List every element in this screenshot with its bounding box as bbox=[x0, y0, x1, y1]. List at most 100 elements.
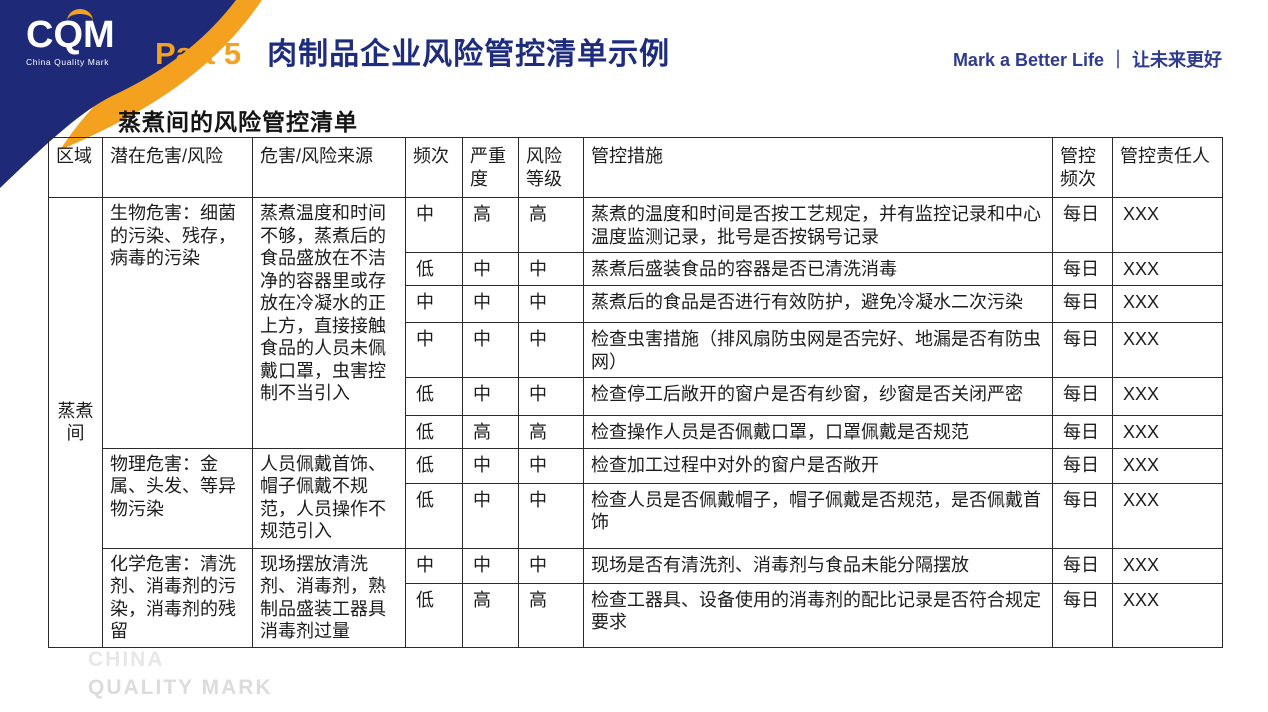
check-freq-cell: 每日 bbox=[1052, 322, 1113, 378]
severity-cell: 中 bbox=[462, 322, 519, 378]
severity-cell: 高 bbox=[462, 582, 519, 648]
severity-cell: 中 bbox=[462, 547, 519, 584]
risk-cell: 中 bbox=[518, 447, 584, 484]
risk-cell: 中 bbox=[518, 252, 584, 286]
owner-cell: XXX bbox=[1112, 322, 1223, 378]
header-owner: 管控责任人 bbox=[1112, 137, 1223, 198]
table-row: 低 高 高 检查操作人员是否佩戴口罩，口罩佩戴是否规范 每日 XXX bbox=[49, 415, 1223, 449]
measure-cell: 检查工器具、设备使用的消毒剂的配比记录是否符合规定要求 bbox=[583, 582, 1053, 648]
brand-slogan: Mark a Better Life ｜ 让未来更好 bbox=[952, 50, 1222, 70]
owner-cell: XXX bbox=[1112, 482, 1223, 549]
source-cell: 蒸煮温度和时间不够，蒸煮后的食品盛放在不洁净的容器里或存放在冷凝水的正上方，直接… bbox=[252, 197, 406, 449]
owner-cell: XXX bbox=[1112, 197, 1223, 253]
risk-table-container: 区域 潜在危害/风险 危害/风险来源 频次 严重度 风险等级 管控措施 管控频次… bbox=[48, 137, 1223, 648]
blue-corner-shape bbox=[0, 0, 236, 188]
freq-cell: 低 bbox=[405, 582, 463, 648]
owner-cell: XXX bbox=[1112, 447, 1223, 484]
logo-wordmark: CQM bbox=[26, 9, 156, 56]
risk-cell: 中 bbox=[518, 482, 584, 549]
header-measures: 管控措施 bbox=[583, 137, 1053, 198]
header-severity: 严重度 bbox=[462, 137, 519, 198]
table-header-row: 区域 潜在危害/风险 危害/风险来源 频次 严重度 风险等级 管控措施 管控频次… bbox=[48, 137, 1223, 198]
measure-cell: 现场是否有清洗剂、消毒剂与食品未能分隔摆放 bbox=[583, 547, 1053, 584]
freq-cell: 低 bbox=[405, 447, 463, 484]
table-row: 低 中 中 检查停工后敞开的窗户是否有纱窗，纱窗是否关闭严密 每日 XXX bbox=[49, 377, 1223, 416]
severity-cell: 中 bbox=[462, 252, 519, 286]
freq-cell: 中 bbox=[405, 547, 463, 584]
measure-cell: 蒸煮的温度和时间是否按工艺规定，并有监控记录和中心温度监测记录，批号是否按锅号记… bbox=[583, 197, 1053, 253]
watermark-line2: QUALITY MARK bbox=[88, 676, 273, 700]
area-cell: 蒸煮间 bbox=[48, 197, 103, 648]
watermark-line1: CHINA bbox=[88, 648, 165, 671]
header-risk-level: 风险等级 bbox=[518, 137, 584, 198]
risk-control-table: 区域 潜在危害/风险 危害/风险来源 频次 严重度 风险等级 管控措施 管控频次… bbox=[48, 137, 1223, 648]
check-freq-cell: 每日 bbox=[1052, 197, 1113, 253]
severity-cell: 高 bbox=[462, 415, 519, 449]
source-cell: 现场摆放清洗剂、消毒剂，熟制品盛装工器具消毒剂过量 bbox=[252, 547, 406, 648]
corner-swoosh-decoration bbox=[0, 0, 262, 188]
table-row: 低 中 中 蒸煮后盛装食品的容器是否已清洗消毒 每日 XXX bbox=[49, 252, 1223, 286]
table-row: 物理危害：金属、头发、等异物污染 人员佩戴首饰、帽子佩戴不规范，人员操作不规范引… bbox=[49, 447, 1223, 549]
freq-cell: 中 bbox=[405, 285, 463, 323]
measure-cell: 检查操作人员是否佩戴口罩，口罩佩戴是否规范 bbox=[583, 415, 1053, 449]
check-freq-cell: 每日 bbox=[1052, 285, 1113, 323]
table-row: 中 中 中 蒸煮后的食品是否进行有效防护，避免冷凝水二次污染 每日 XXX bbox=[49, 285, 1223, 323]
severity-cell: 中 bbox=[462, 285, 519, 323]
orange-crescent-shape bbox=[60, 0, 262, 150]
page-title: 肉制品企业风险管控清单示例 bbox=[267, 38, 671, 71]
table-row: 低 高 高 检查工器具、设备使用的消毒剂的配比记录是否符合规定要求 每日 XXX bbox=[49, 582, 1223, 648]
risk-cell: 中 bbox=[518, 547, 584, 584]
check-freq-cell: 每日 bbox=[1052, 547, 1113, 584]
risk-cell: 高 bbox=[518, 197, 584, 253]
risk-cell: 中 bbox=[518, 322, 584, 378]
freq-cell: 中 bbox=[405, 197, 463, 253]
owner-cell: XXX bbox=[1112, 285, 1223, 323]
measure-cell: 检查人员是否佩戴帽子，帽子佩戴是否规范，是否佩戴首饰 bbox=[583, 482, 1053, 549]
table-row: 蒸煮间 生物危害：细菌的污染、残存，病毒的污染 蒸煮温度和时间不够，蒸煮后的食品… bbox=[48, 197, 1223, 648]
cqm-logo: CQM China Quality Mark bbox=[26, 9, 156, 67]
header-area: 区域 bbox=[48, 137, 103, 198]
risk-cell: 中 bbox=[518, 285, 584, 323]
header-frequency: 频次 bbox=[405, 137, 463, 198]
check-freq-cell: 每日 bbox=[1052, 482, 1113, 549]
check-freq-cell: 每日 bbox=[1052, 377, 1113, 416]
severity-cell: 中 bbox=[462, 482, 519, 549]
risk-cell: 高 bbox=[518, 415, 584, 449]
hazard-cell: 生物危害：细菌的污染、残存，病毒的污染 bbox=[102, 197, 253, 449]
check-freq-cell: 每日 bbox=[1052, 582, 1113, 648]
freq-cell: 低 bbox=[405, 415, 463, 449]
measure-cell: 蒸煮后盛装食品的容器是否已清洗消毒 bbox=[583, 252, 1053, 286]
table-row: 化学危害：清洗剂、消毒剂的污染，消毒剂的残留 现场摆放清洗剂、消毒剂，熟制品盛装… bbox=[49, 547, 1223, 648]
freq-cell: 低 bbox=[405, 482, 463, 549]
risk-cell: 高 bbox=[518, 582, 584, 648]
titlebar: Part 5 肉制品企业风险管控清单示例 bbox=[155, 29, 670, 73]
owner-cell: XXX bbox=[1112, 547, 1223, 584]
table-subtitle: 蒸煮间的风险管控清单 bbox=[118, 109, 358, 135]
severity-cell: 中 bbox=[462, 377, 519, 416]
freq-cell: 低 bbox=[405, 252, 463, 286]
logo-arc-icon bbox=[67, 9, 93, 21]
severity-cell: 中 bbox=[462, 447, 519, 484]
freq-cell: 中 bbox=[405, 322, 463, 378]
risk-cell: 中 bbox=[518, 377, 584, 416]
table-row: 中 中 中 检查虫害措施（排风扇防虫网是否完好、地漏是否有防虫网） 每日 XXX bbox=[49, 322, 1223, 378]
measure-cell: 检查加工过程中对外的窗户是否敞开 bbox=[583, 447, 1053, 484]
table-row: 低 中 中 检查人员是否佩戴帽子，帽子佩戴是否规范，是否佩戴首饰 每日 XXX bbox=[49, 482, 1223, 549]
logo-subtext: China Quality Mark bbox=[26, 56, 110, 67]
logo-text: CQM bbox=[26, 14, 115, 56]
check-freq-cell: 每日 bbox=[1052, 415, 1113, 449]
owner-cell: XXX bbox=[1112, 415, 1223, 449]
owner-cell: XXX bbox=[1112, 582, 1223, 648]
header-source: 危害/风险来源 bbox=[252, 137, 406, 198]
freq-cell: 低 bbox=[405, 377, 463, 416]
header-hazard: 潜在危害/风险 bbox=[102, 137, 253, 198]
measure-cell: 蒸煮后的食品是否进行有效防护，避免冷凝水二次污染 bbox=[583, 285, 1053, 323]
hazard-cell: 化学危害：清洗剂、消毒剂的污染，消毒剂的残留 bbox=[102, 547, 253, 648]
owner-cell: XXX bbox=[1112, 252, 1223, 286]
source-cell: 人员佩戴首饰、帽子佩戴不规范，人员操作不规范引入 bbox=[252, 447, 406, 549]
watermark: CHINA QUALITY MARK bbox=[88, 646, 273, 703]
part-label: Part 5 bbox=[155, 36, 242, 71]
check-freq-cell: 每日 bbox=[1052, 252, 1113, 286]
severity-cell: 高 bbox=[462, 197, 519, 253]
